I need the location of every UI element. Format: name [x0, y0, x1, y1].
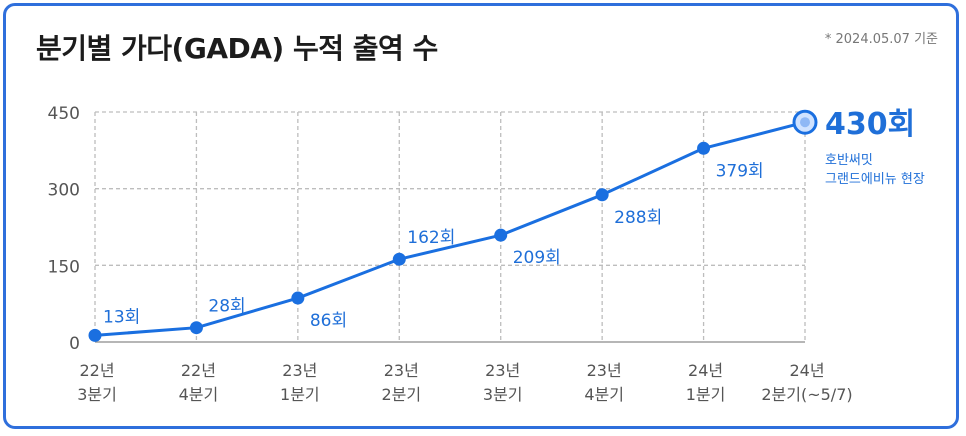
x-tick-label: 23년: [384, 361, 419, 380]
x-tick-label: 2분기(~5/7): [761, 385, 852, 404]
x-tick-label: 1분기: [686, 385, 726, 404]
data-label: 209회: [513, 248, 561, 268]
data-label: 288회: [614, 208, 662, 228]
x-tick-label: 23년: [485, 361, 520, 380]
data-point-core: [800, 117, 810, 128]
final-annotation: 호반써밋: [825, 153, 873, 168]
x-tick-label: 23년: [587, 361, 622, 380]
data-label: 162회: [407, 228, 455, 248]
data-point: [392, 252, 406, 266]
data-label: 13회: [103, 307, 140, 327]
chart-title: 분기별 가다(GADA) 누적 출역 수: [36, 32, 438, 65]
x-tick-label: 24년: [688, 361, 723, 380]
x-tick-label: 3분기: [77, 385, 117, 404]
data-point: [595, 188, 609, 202]
x-tick-label: 4분기: [584, 385, 624, 404]
data-label-final: 430회: [825, 107, 915, 142]
data-label: 28회: [208, 297, 245, 317]
x-tick-label: 2분기: [381, 385, 421, 404]
data-point: [697, 141, 711, 155]
x-tick-label: 23년: [282, 361, 317, 380]
data-label: 86회: [310, 311, 347, 331]
data-point: [494, 228, 508, 242]
data-point: [189, 321, 203, 335]
date-note: * 2024.05.07 기준: [824, 32, 938, 47]
x-tick-label: 24년: [789, 361, 824, 380]
data-point: [88, 328, 102, 342]
x-tick-label: 3분기: [483, 385, 523, 404]
series-line: [94, 120, 806, 337]
final-annotation: 그랜드에비뉴 현장: [825, 172, 925, 187]
chart-card: [3, 3, 959, 429]
data-label: 379회: [716, 161, 764, 181]
y-tick-label: 150: [48, 257, 80, 277]
y-tick-label: 450: [48, 104, 80, 124]
x-tick-label: 1분기: [280, 385, 320, 404]
y-tick-label: 0: [69, 334, 80, 354]
data-point: [291, 291, 305, 305]
x-tick-label: 22년: [79, 361, 114, 380]
x-tick-label: 22년: [181, 361, 216, 380]
y-tick-label: 300: [48, 181, 80, 201]
x-tick-label: 4분기: [179, 385, 219, 404]
